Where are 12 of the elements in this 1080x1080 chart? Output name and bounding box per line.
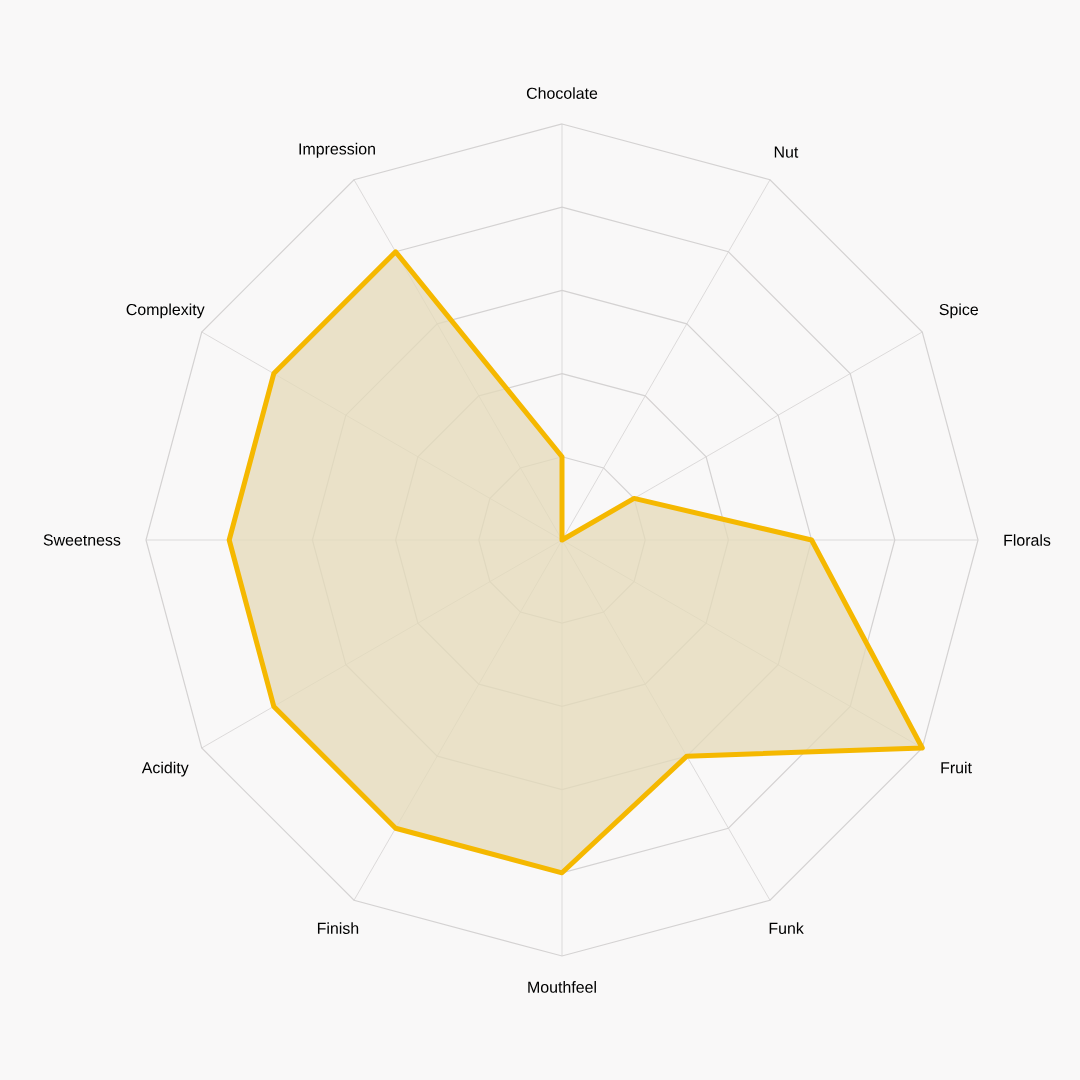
- spoke-label: Nut: [774, 146, 799, 158]
- spoke-label: Acidity: [141, 761, 189, 777]
- spoke-label: Chocolate: [526, 87, 598, 99]
- spoke-label: Mouthfeel: [528, 981, 596, 993]
- spoke-label: Florals: [1004, 534, 1051, 546]
- spoke-label: Complexity: [126, 303, 205, 319]
- spoke-label: Spice: [939, 303, 978, 319]
- spoke-label: Fruit: [941, 761, 972, 774]
- spoke-label: Funk: [769, 922, 804, 934]
- spoke-label: Impression: [299, 142, 375, 158]
- spoke-label: Sweetness: [43, 534, 121, 546]
- spoke-label: Finish: [317, 922, 359, 934]
